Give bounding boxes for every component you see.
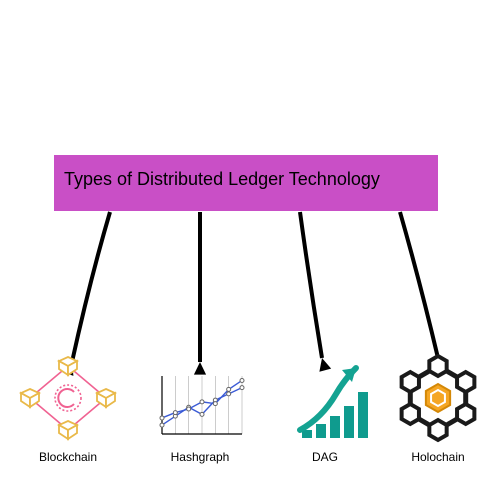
item-blockchain: Blockchain	[18, 352, 118, 464]
hashgraph-icon	[150, 366, 250, 444]
item-hashgraph: Hashgraph	[150, 366, 250, 464]
holochain-icon	[388, 352, 488, 444]
item-holochain: Holochain	[388, 352, 488, 464]
item-label: DAG	[312, 450, 338, 464]
blockchain-icon	[18, 352, 118, 444]
item-label: Blockchain	[39, 450, 97, 464]
item-label: Holochain	[411, 450, 464, 464]
dag-icon	[280, 358, 370, 444]
item-dag: DAG	[280, 358, 370, 464]
item-label: Hashgraph	[171, 450, 230, 464]
